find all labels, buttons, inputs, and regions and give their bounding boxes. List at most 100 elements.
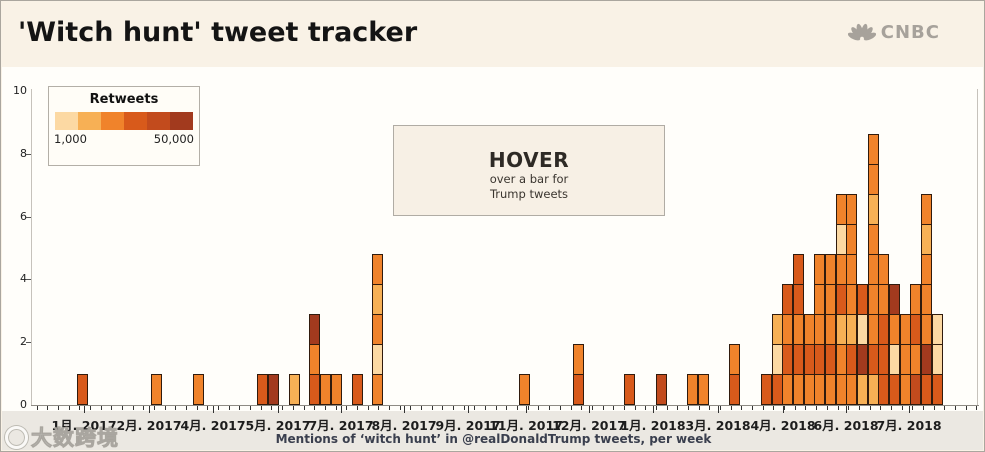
- minor-tick: [709, 406, 711, 410]
- minor-tick: [175, 406, 177, 410]
- minor-tick: [463, 406, 465, 410]
- bar[interactable]: [761, 374, 772, 405]
- bar-segment: [889, 314, 900, 345]
- minor-tick: [485, 406, 487, 410]
- major-tick: [909, 406, 910, 413]
- bar[interactable]: [793, 254, 804, 405]
- bar[interactable]: [77, 374, 88, 405]
- minor-tick: [431, 406, 433, 410]
- bar-segment: [782, 344, 793, 375]
- bar[interactable]: [624, 374, 635, 405]
- bar-segment: [761, 374, 772, 405]
- bar-segment: [878, 254, 889, 285]
- legend-max-label: 50,000: [153, 132, 194, 146]
- minor-tick: [538, 406, 540, 410]
- major-tick: [213, 406, 214, 413]
- bar[interactable]: [932, 314, 943, 405]
- bar-segment: [729, 344, 740, 375]
- bar-segment: [309, 314, 320, 345]
- major-tick: [653, 406, 654, 413]
- bar[interactable]: [857, 284, 868, 405]
- bar[interactable]: [814, 254, 825, 405]
- bar-segment: [793, 254, 804, 285]
- minor-tick: [36, 406, 38, 410]
- bar[interactable]: [372, 254, 383, 405]
- legend-swatch: [170, 112, 193, 130]
- minor-tick: [912, 406, 914, 410]
- minor-tick: [303, 406, 305, 410]
- bar[interactable]: [889, 284, 900, 405]
- bar-segment: [932, 314, 943, 345]
- minor-tick: [100, 406, 102, 410]
- peacock-icon: [847, 23, 876, 41]
- x-tick-label: 11月. 2017: [489, 418, 563, 433]
- minor-tick: [164, 406, 166, 410]
- bar[interactable]: [868, 134, 879, 405]
- y-tick-mark: [26, 216, 31, 218]
- chart-caption: Mentions of ‘witch hunt’ in @realDonaldT…: [275, 432, 712, 446]
- minor-tick: [196, 406, 198, 410]
- bar[interactable]: [352, 374, 363, 405]
- bar[interactable]: [782, 284, 793, 405]
- minor-tick: [901, 406, 903, 410]
- bar[interactable]: [846, 194, 857, 405]
- bar[interactable]: [309, 314, 320, 405]
- bar-segment: [910, 284, 921, 315]
- minor-tick: [517, 406, 519, 410]
- cnbc-logo: CNBC: [847, 21, 940, 43]
- bar[interactable]: [878, 254, 889, 405]
- bar[interactable]: [656, 374, 667, 405]
- bar-segment: [846, 254, 857, 285]
- bar[interactable]: [320, 374, 331, 405]
- major-tick: [149, 406, 150, 413]
- minor-tick: [954, 406, 956, 410]
- x-tick-label: 7月. 2018: [876, 418, 942, 433]
- bar[interactable]: [921, 194, 932, 405]
- bar[interactable]: [151, 374, 162, 405]
- bar-segment: [825, 254, 836, 285]
- minor-tick: [848, 406, 850, 410]
- bar[interactable]: [825, 254, 836, 405]
- bar-segment: [309, 344, 320, 375]
- minor-tick: [186, 406, 188, 410]
- bar[interactable]: [573, 344, 584, 405]
- bar[interactable]: [687, 374, 698, 405]
- bar-segment: [921, 314, 932, 345]
- minor-tick: [282, 406, 284, 410]
- minor-tick: [495, 406, 497, 410]
- bar-segment: [889, 374, 900, 405]
- major-tick: [341, 406, 342, 413]
- bar-segment: [331, 374, 342, 405]
- bar-segment: [857, 314, 868, 345]
- bar-segment: [309, 374, 320, 405]
- bar-segment: [910, 344, 921, 375]
- minor-tick: [784, 406, 786, 410]
- bar[interactable]: [729, 344, 740, 405]
- bar[interactable]: [193, 374, 204, 405]
- minor-tick: [922, 406, 924, 410]
- minor-tick: [933, 406, 935, 410]
- minor-tick: [356, 406, 358, 410]
- minor-tick: [79, 406, 81, 410]
- y-tick-label: 6: [20, 209, 27, 223]
- minor-tick: [869, 406, 871, 410]
- bar[interactable]: [698, 374, 709, 405]
- y-tick-mark: [26, 153, 31, 155]
- bar-segment: [729, 374, 740, 405]
- minor-tick: [378, 406, 380, 410]
- bar[interactable]: [257, 374, 268, 405]
- major-tick: [846, 406, 847, 413]
- bar-segment: [846, 374, 857, 405]
- bar-segment: [268, 374, 279, 405]
- bar[interactable]: [289, 374, 300, 405]
- bar-segment: [782, 314, 793, 345]
- bar[interactable]: [910, 284, 921, 405]
- major-tick: [526, 406, 527, 413]
- x-tick-label: 9月. 2017: [435, 418, 501, 433]
- bar[interactable]: [519, 374, 530, 405]
- bar-segment: [878, 344, 889, 375]
- bar[interactable]: [331, 374, 342, 405]
- bar[interactable]: [268, 374, 279, 405]
- major-tick: [468, 406, 469, 413]
- major-tick: [718, 406, 719, 413]
